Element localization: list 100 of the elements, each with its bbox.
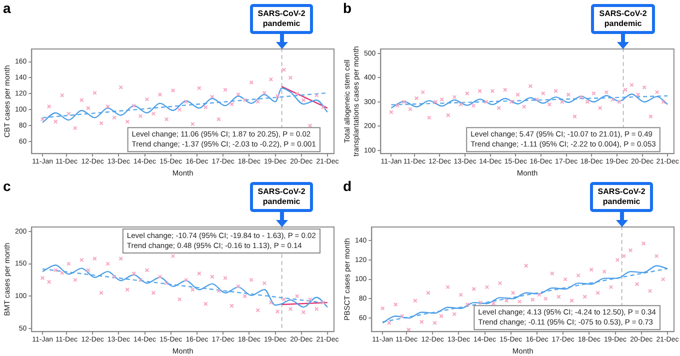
point bbox=[544, 296, 548, 301]
point bbox=[386, 320, 392, 326]
ref-line-label: SARS-CoV-2 pandemic bbox=[250, 182, 314, 212]
point bbox=[158, 92, 162, 97]
point bbox=[288, 306, 293, 312]
point bbox=[132, 271, 136, 276]
point bbox=[413, 298, 418, 303]
point bbox=[503, 88, 508, 92]
point bbox=[585, 100, 590, 104]
point bbox=[301, 98, 306, 102]
point bbox=[170, 88, 176, 93]
point bbox=[420, 90, 425, 94]
ref-line-label: SARS-CoV-2 pandemic bbox=[590, 182, 654, 212]
point bbox=[249, 80, 254, 85]
ref-line-label: SARS-CoV-2 pandemic bbox=[591, 4, 655, 34]
point bbox=[164, 117, 169, 122]
point bbox=[471, 103, 476, 108]
point bbox=[616, 100, 622, 104]
point bbox=[395, 103, 400, 108]
point bbox=[230, 304, 234, 308]
point bbox=[99, 121, 104, 126]
point bbox=[80, 258, 84, 262]
point bbox=[190, 122, 195, 126]
chart-title: a bbox=[3, 0, 11, 16]
point bbox=[622, 254, 626, 258]
point bbox=[66, 262, 71, 266]
point bbox=[106, 262, 110, 266]
point bbox=[440, 97, 444, 102]
point bbox=[484, 284, 490, 290]
point bbox=[524, 264, 528, 268]
point bbox=[118, 85, 123, 90]
point bbox=[73, 126, 78, 130]
point bbox=[138, 278, 143, 282]
point bbox=[389, 110, 394, 114]
point bbox=[478, 300, 483, 305]
point bbox=[628, 248, 633, 252]
point bbox=[144, 97, 150, 102]
point bbox=[427, 116, 432, 120]
point bbox=[634, 282, 640, 286]
point bbox=[197, 271, 202, 276]
point bbox=[92, 90, 97, 96]
point bbox=[294, 92, 300, 96]
point bbox=[282, 297, 286, 302]
point bbox=[432, 320, 437, 326]
point bbox=[223, 88, 228, 92]
point bbox=[216, 288, 221, 294]
point bbox=[308, 297, 312, 302]
point bbox=[648, 114, 653, 119]
point bbox=[641, 241, 646, 246]
point bbox=[572, 114, 577, 119]
point bbox=[530, 298, 535, 302]
point bbox=[321, 105, 326, 110]
point bbox=[380, 306, 385, 310]
point bbox=[452, 312, 456, 316]
point bbox=[433, 100, 438, 104]
point bbox=[308, 124, 312, 128]
point bbox=[112, 274, 116, 279]
point bbox=[256, 100, 260, 104]
point bbox=[576, 273, 580, 278]
point bbox=[615, 258, 620, 262]
point bbox=[132, 104, 136, 108]
point bbox=[528, 84, 533, 88]
point bbox=[138, 114, 143, 118]
point bbox=[490, 88, 495, 94]
point bbox=[204, 105, 208, 110]
point bbox=[294, 294, 300, 298]
point bbox=[262, 90, 267, 96]
point bbox=[596, 290, 600, 295]
point bbox=[540, 91, 546, 96]
point bbox=[578, 94, 584, 100]
point bbox=[498, 281, 502, 286]
point bbox=[654, 254, 659, 258]
point bbox=[144, 268, 150, 272]
point bbox=[230, 102, 234, 106]
ref-line-label: SARS-CoV-2 pandemic bbox=[250, 4, 314, 34]
point bbox=[236, 284, 240, 289]
point bbox=[517, 299, 522, 304]
point bbox=[301, 310, 306, 314]
line-series bbox=[42, 88, 328, 124]
point bbox=[402, 100, 406, 104]
line-series bbox=[390, 94, 668, 109]
point bbox=[118, 256, 123, 261]
point bbox=[242, 294, 247, 298]
point bbox=[99, 290, 104, 295]
point bbox=[46, 280, 52, 284]
point bbox=[164, 281, 169, 286]
point bbox=[556, 294, 561, 299]
point bbox=[608, 284, 614, 290]
point bbox=[648, 288, 652, 294]
point bbox=[516, 92, 520, 97]
chart-title: b bbox=[343, 0, 352, 16]
point bbox=[268, 300, 274, 305]
point bbox=[472, 286, 476, 292]
point bbox=[566, 92, 571, 97]
point bbox=[275, 309, 280, 314]
point bbox=[210, 94, 214, 100]
chart-title: c bbox=[3, 178, 11, 194]
point bbox=[465, 91, 470, 96]
point bbox=[86, 268, 90, 272]
point bbox=[560, 100, 564, 104]
